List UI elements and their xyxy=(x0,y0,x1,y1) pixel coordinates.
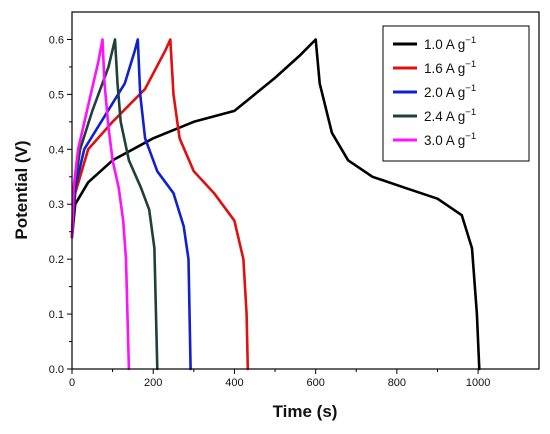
legend-label-text: 2.4 A g xyxy=(424,109,465,124)
legend-label-text: 2.0 A g xyxy=(424,85,465,100)
x-tick-label: 800 xyxy=(388,377,406,389)
legend-label-superscript: −1 xyxy=(465,131,476,142)
x-tick-label: 0 xyxy=(69,377,75,389)
series-line-3 xyxy=(70,38,159,371)
legend-label-text: 1.6 A g xyxy=(424,61,465,76)
legend-label-superscript: −1 xyxy=(465,83,476,94)
legend-label-superscript: −1 xyxy=(465,59,476,70)
y-tick-label: 0.0 xyxy=(49,364,64,376)
y-axis-title: Potential (V) xyxy=(12,140,31,239)
series-lines xyxy=(70,38,481,371)
legend-label-1: 1.6 A g−1 xyxy=(424,59,476,76)
series-line-4 xyxy=(70,38,131,371)
y-tick-label: 0.2 xyxy=(49,254,64,266)
axis-ticks: 0 200 400 600 800 1000 0.0 0.1 0.2 0.3 0.4 0.5 0.6 xyxy=(49,34,491,389)
legend-label-text: 1.0 A g xyxy=(424,37,465,52)
series-line-2 xyxy=(70,38,192,371)
x-tick-label: 200 xyxy=(144,377,162,389)
legend-label-3: 2.4 A g−1 xyxy=(424,107,476,124)
x-tick-label: 600 xyxy=(306,377,324,389)
x-tick-label: 1000 xyxy=(466,377,490,389)
legend-label-2: 2.0 A g−1 xyxy=(424,83,476,100)
legend-label-0: 1.0 A g−1 xyxy=(424,35,476,52)
y-tick-label: 0.6 xyxy=(49,34,64,46)
y-tick-label: 0.5 xyxy=(49,89,64,101)
legend-label-superscript: −1 xyxy=(465,107,476,118)
legend-label-superscript: −1 xyxy=(465,35,476,46)
y-tick-label: 0.3 xyxy=(49,199,64,211)
y-tick-label: 0.4 xyxy=(49,144,64,156)
x-tick-label: 400 xyxy=(225,377,243,389)
legend-label-4: 3.0 A g−1 xyxy=(424,131,476,148)
x-axis-title: Time (s) xyxy=(273,402,338,421)
y-tick-label: 0.1 xyxy=(49,309,64,321)
series-line-1 xyxy=(70,38,250,371)
legend-label-text: 3.0 A g xyxy=(424,133,465,148)
legend: 1.0 A g−11.6 A g−12.0 A g−12.4 A g−13.0 … xyxy=(382,25,530,162)
series-line-0 xyxy=(70,38,481,371)
plot-frame xyxy=(71,11,540,370)
